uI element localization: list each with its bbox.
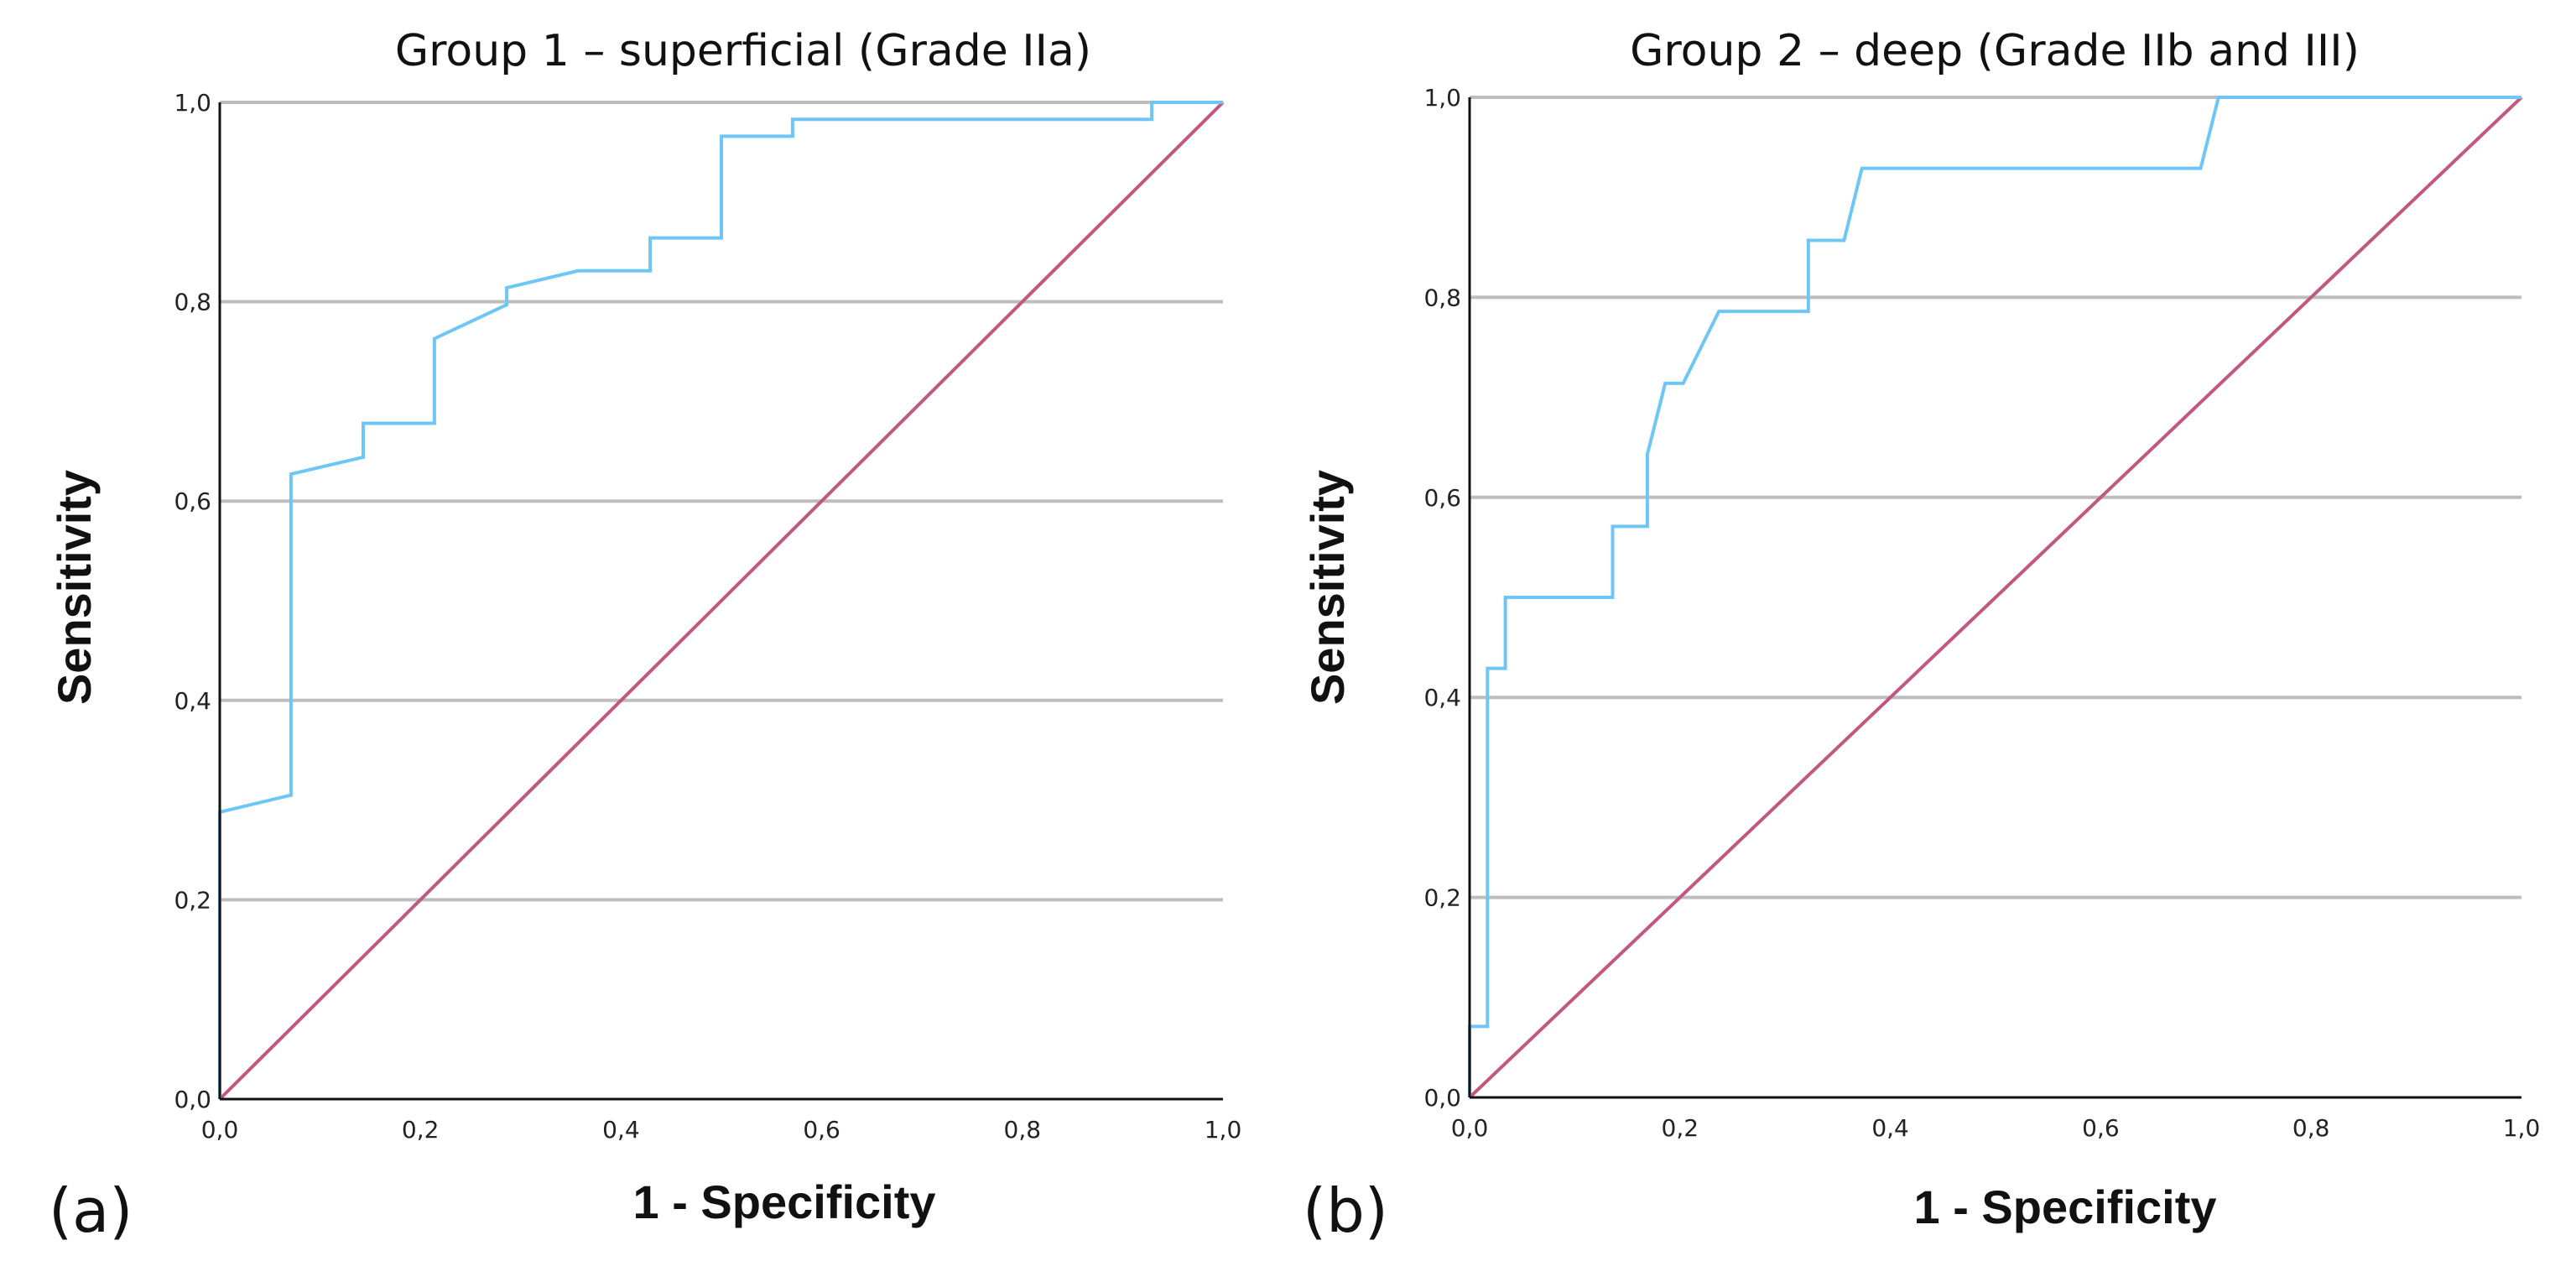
x-tick-label: 0,8 (1004, 1116, 1042, 1144)
axes (218, 102, 1223, 1101)
x-axis-label: 1 - Specificity (1913, 1180, 2216, 1233)
x-tick-label: 0,6 (2082, 1114, 2120, 1142)
y-tick-labels: 0,0 0,2 0,4 0,6 0,8 1,0 (174, 89, 211, 1113)
gridlines (220, 101, 1223, 902)
chart-title: Group 1 – superficial (Grade IIa) (395, 26, 1091, 76)
y-tick-label: 0,2 (1423, 884, 1461, 912)
chart-panel-b: Group 2 – deep (Grade IIb and III) 0,00,… (1301, 26, 2540, 1246)
x-tick-label: 0,0 (201, 1116, 239, 1144)
x-tick-labels: 0,0 0,2 0,4 0,6 0,8 1,0 (201, 1116, 1242, 1144)
y-tick-label: 0,6 (174, 487, 211, 515)
axes (1468, 97, 2521, 1099)
panel-label: (b) (1303, 1175, 1388, 1246)
y-tick-label: 0,0 (174, 1086, 211, 1113)
x-tick-label: 0,0 (1451, 1114, 1489, 1142)
y-tick-label: 0,0 (1423, 1084, 1461, 1112)
x-tick-label: 0,2 (1662, 1114, 1699, 1142)
reference-line-group (1468, 96, 2523, 1099)
chart-panel-a: Group 1 – superficial (Grade IIa) 0,0 0,2… (48, 26, 1241, 1246)
y-axis-label: Sensitivity (1301, 470, 1354, 705)
y-tick-labels: 0,0 0,2 0,4 0,6 0,8 1,0 (1423, 84, 1461, 1112)
x-tick-label: 0,8 (2292, 1114, 2330, 1142)
roc-curve (1468, 96, 2521, 1097)
y-axis-label: Sensitivity (48, 470, 101, 705)
y-tick-label: 0,2 (174, 886, 211, 914)
y-tick-label: 1,0 (1423, 84, 1461, 112)
reference-line (218, 101, 1225, 1101)
x-tick-label: 0,6 (803, 1116, 840, 1144)
x-tick-label: 0,4 (1871, 1114, 1909, 1142)
reference-line-group (218, 101, 1225, 1101)
chart-title: Group 2 – deep (Grade IIb and III) (1630, 26, 2360, 76)
y-tick-label: 0,8 (1423, 284, 1461, 311)
roc-curve-group (218, 101, 1223, 1099)
y-tick-label: 0,4 (1423, 684, 1461, 711)
y-tick-label: 1,0 (174, 89, 211, 117)
roc-curve-group (1468, 96, 2521, 1097)
panel-label: (a) (49, 1175, 133, 1246)
x-tick-label: 1,0 (2503, 1114, 2541, 1142)
reference-line (1468, 96, 2523, 1099)
y-tick-label: 0,4 (174, 687, 211, 715)
roc-curve (218, 101, 1223, 1099)
x-tick-label: 0,4 (602, 1116, 640, 1144)
y-tick-label: 0,8 (174, 289, 211, 316)
x-tick-labels: 0,0 0,2 0,4 0,6 0,8 1,0 (1451, 1114, 2541, 1142)
y-tick-label: 0,6 (1423, 484, 1461, 512)
x-tick-label: 0,2 (402, 1116, 440, 1144)
x-tick-label: 1,0 (1205, 1116, 1242, 1144)
x-axis-label: 1 - Specificity (632, 1175, 935, 1228)
